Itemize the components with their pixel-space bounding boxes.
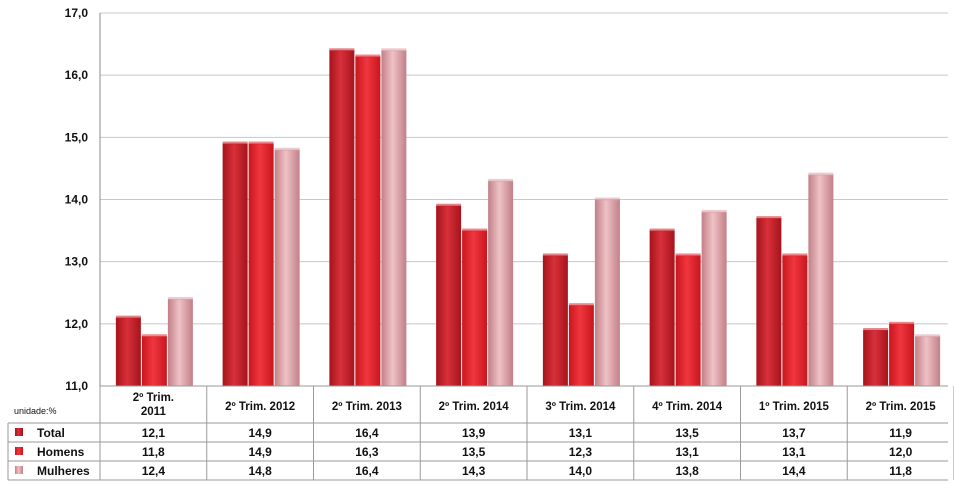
legend-label: Total xyxy=(37,426,65,440)
legend-swatch xyxy=(15,428,23,436)
total-bar xyxy=(115,317,141,386)
data-label: 13,1 xyxy=(675,445,699,459)
y-tick-label: 12,0 xyxy=(65,317,89,331)
bar-cap xyxy=(248,141,274,145)
bar-cap xyxy=(436,203,462,207)
data-label: 13,7 xyxy=(782,426,806,440)
bar-cap xyxy=(115,315,141,319)
legend-label: Homens xyxy=(37,445,85,459)
x-tick-label: 2011 xyxy=(141,406,167,418)
x-tick-label: 1º Trim. 2015 xyxy=(759,401,830,413)
bar-cap xyxy=(462,228,488,232)
bar-cap xyxy=(863,328,889,332)
mulheres-bar xyxy=(274,149,300,386)
y-tick-label: 11,0 xyxy=(65,379,88,393)
mulheres-bar xyxy=(167,298,193,386)
legend-swatch xyxy=(15,466,23,474)
data-label: 14,9 xyxy=(248,426,272,440)
mulheres-bar xyxy=(488,180,514,386)
mulheres-bar xyxy=(915,336,941,386)
bar-cap xyxy=(568,303,594,307)
unit-label: unidade:% xyxy=(14,406,57,416)
total-bar xyxy=(649,230,675,386)
x-tick-label: 2º Trim. 2012 xyxy=(225,401,295,413)
data-label: 12,1 xyxy=(142,426,166,440)
data-label: 16,4 xyxy=(355,464,379,478)
bars xyxy=(115,48,941,387)
x-tick-label: 2º Trim. 2013 xyxy=(332,401,402,413)
mulheres-bar xyxy=(594,199,620,386)
mulheres-bar xyxy=(701,211,727,386)
legend-label: Mulheres xyxy=(37,464,90,478)
data-label: 14,4 xyxy=(782,464,806,478)
bar-cap xyxy=(782,253,808,257)
total-bar xyxy=(863,330,889,386)
x-tick-label: 3º Trim. 2014 xyxy=(545,401,616,413)
x-tick-label: 2º Trim. 2014 xyxy=(439,401,510,413)
data-label: 12,0 xyxy=(889,445,913,459)
data-label: 11,8 xyxy=(889,464,912,478)
bar-cap xyxy=(889,321,915,325)
bar-cap xyxy=(381,48,407,52)
data-label: 11,9 xyxy=(889,426,912,440)
data-table: unidade:% 2º Trim. 2011 2º Trim. 2012 2º Tri… xyxy=(7,385,954,481)
y-tick-label: 15,0 xyxy=(65,130,89,144)
bar-cap xyxy=(594,197,620,201)
bar-cap xyxy=(915,334,941,338)
total-bar xyxy=(436,205,462,386)
x-tick-label: 4º Trim. 2014 xyxy=(652,401,723,413)
bar-cap xyxy=(808,172,834,176)
bar-cap xyxy=(675,253,701,257)
x-tick-label: 2º Trim. xyxy=(133,392,174,404)
data-label: 13,5 xyxy=(462,445,486,459)
y-tick-label: 13,0 xyxy=(65,255,89,269)
homens-bar xyxy=(782,255,808,386)
bar-cap xyxy=(167,296,193,300)
bar-cap xyxy=(274,147,300,151)
y-tick-label: 14,0 xyxy=(65,193,89,207)
bar-cap xyxy=(141,334,167,338)
data-label: 11,8 xyxy=(142,445,165,459)
homens-bar xyxy=(462,230,488,386)
y-tick-label: 16,0 xyxy=(65,68,89,82)
homens-bar xyxy=(889,323,915,386)
data-label: 12,4 xyxy=(142,464,166,478)
mulheres-bar xyxy=(381,50,407,387)
data-label: 14,0 xyxy=(569,464,593,478)
data-label: 16,3 xyxy=(355,445,379,459)
data-label: 13,5 xyxy=(675,426,699,440)
total-bar xyxy=(329,50,355,387)
bar-cap xyxy=(488,178,514,182)
bar-cap xyxy=(329,48,355,52)
bar-cap xyxy=(355,54,381,58)
x-tick-label: 2º Trim. 2015 xyxy=(866,401,937,413)
bar-cap xyxy=(542,253,568,257)
bar-cap xyxy=(649,228,675,232)
data-label: 14,9 xyxy=(248,445,272,459)
data-label: 13,9 xyxy=(462,426,486,440)
data-label: 12,3 xyxy=(569,445,593,459)
bar-cap xyxy=(701,209,727,213)
data-label: 14,3 xyxy=(462,464,486,478)
bar-cap xyxy=(756,216,782,220)
data-label: 13,1 xyxy=(569,426,593,440)
mulheres-bar xyxy=(808,174,834,386)
data-label: 13,8 xyxy=(675,464,699,478)
total-bar xyxy=(542,255,568,386)
homens-bar xyxy=(248,143,274,386)
bar-cap xyxy=(222,141,248,145)
homens-bar xyxy=(141,336,167,386)
homens-bar xyxy=(675,255,701,386)
data-label: 13,1 xyxy=(782,445,806,459)
y-axis: 11,0 12,0 13,0 14,0 15,0 16,0 17,0 xyxy=(65,6,101,393)
legend-swatch xyxy=(15,447,23,455)
total-bar xyxy=(222,143,248,386)
homens-bar xyxy=(568,305,594,386)
data-label: 14,8 xyxy=(248,464,272,478)
homens-bar xyxy=(355,56,381,387)
y-tick-label: 17,0 xyxy=(65,6,89,20)
data-label: 16,4 xyxy=(355,426,379,440)
total-bar xyxy=(756,218,782,386)
